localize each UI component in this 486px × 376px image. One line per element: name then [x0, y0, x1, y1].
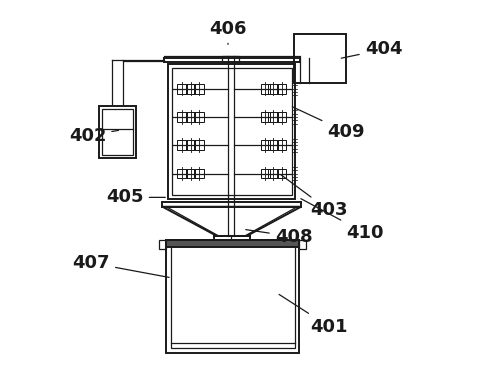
- Text: 410: 410: [301, 199, 383, 242]
- Bar: [260, 84, 270, 94]
- Bar: [177, 140, 187, 150]
- Text: 409: 409: [293, 107, 365, 141]
- Text: 405: 405: [106, 188, 165, 206]
- Bar: [159, 240, 166, 249]
- Bar: [177, 84, 187, 94]
- Bar: [260, 112, 270, 122]
- Bar: [186, 169, 195, 179]
- Bar: [260, 140, 270, 150]
- Bar: [168, 64, 295, 199]
- Bar: [194, 112, 204, 122]
- Bar: [299, 240, 306, 249]
- Bar: [194, 140, 204, 150]
- Bar: [177, 112, 187, 122]
- Bar: [99, 106, 136, 158]
- Bar: [194, 84, 204, 94]
- Bar: [172, 68, 292, 196]
- Bar: [171, 240, 295, 348]
- Bar: [277, 84, 286, 94]
- Text: 402: 402: [69, 127, 119, 144]
- Bar: [268, 84, 278, 94]
- Bar: [166, 240, 299, 247]
- Bar: [186, 112, 195, 122]
- Text: 403: 403: [281, 175, 348, 220]
- Bar: [277, 112, 286, 122]
- Text: 407: 407: [72, 254, 169, 277]
- Text: 401: 401: [279, 294, 348, 336]
- Bar: [186, 140, 195, 150]
- Bar: [260, 169, 270, 179]
- Text: 404: 404: [341, 40, 402, 58]
- Bar: [223, 56, 239, 62]
- Bar: [166, 240, 299, 353]
- Bar: [294, 35, 346, 83]
- Bar: [277, 140, 286, 150]
- Text: 408: 408: [246, 228, 312, 246]
- Bar: [268, 112, 278, 122]
- Bar: [186, 84, 195, 94]
- Text: 406: 406: [209, 20, 247, 44]
- Bar: [268, 140, 278, 150]
- Bar: [277, 169, 286, 179]
- Bar: [194, 169, 204, 179]
- Bar: [177, 169, 187, 179]
- Bar: [102, 109, 133, 155]
- Bar: [268, 169, 278, 179]
